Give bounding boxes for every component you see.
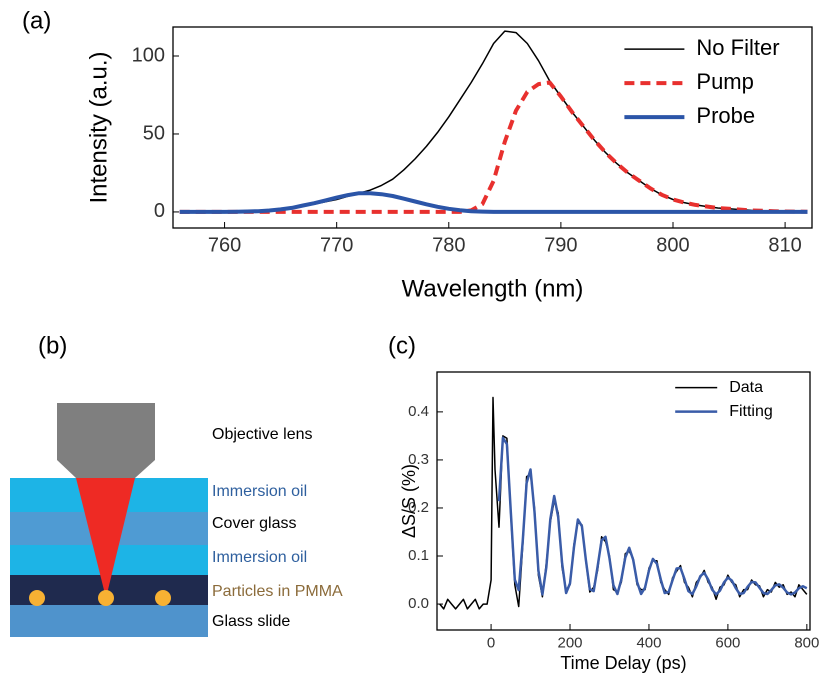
y-axis-title: ΔS/S (%)	[399, 464, 419, 538]
lens-body	[57, 403, 155, 460]
legend-label: Fitting	[729, 403, 773, 420]
legend-label: Probe	[696, 103, 755, 128]
y-axis-title: Intensity (a.u.)	[85, 51, 112, 203]
y-tick-label: 0	[154, 200, 165, 222]
laser-cone	[76, 478, 135, 598]
layer-label: Immersion oil	[212, 549, 307, 566]
x-tick-label: 600	[715, 634, 740, 651]
plot-frame	[172, 26, 813, 229]
y-tick-label: 0.4	[408, 403, 429, 420]
particle	[98, 590, 114, 606]
data-line	[179, 191, 808, 214]
y-tick-label: 100	[132, 44, 165, 66]
legend-label: Pump	[696, 69, 753, 94]
diagram: (b) Objective lens Immersion oil Cover g…	[10, 332, 343, 637]
x-tick-label: 0	[487, 634, 495, 651]
data-line	[179, 80, 808, 214]
glass-slide-layer	[10, 605, 208, 637]
panel-label: (c)	[388, 332, 416, 359]
layer-label: Particles in PMMA	[212, 583, 343, 600]
layer-label: Cover glass	[212, 515, 296, 532]
x-tick-label: 790	[544, 234, 577, 256]
x-tick-label: 760	[208, 234, 241, 256]
data-line	[497, 436, 808, 596]
y-tick-label: 0.2	[408, 499, 429, 516]
panel-label: (b)	[38, 332, 67, 359]
layer-label: Glass slide	[212, 613, 290, 630]
plot-frame	[436, 371, 811, 631]
x-tick-label: 400	[636, 634, 661, 651]
legend-label: Data	[729, 379, 763, 396]
x-tick-label: 810	[768, 234, 801, 256]
lens-tip	[57, 460, 155, 478]
y-tick-label: 50	[143, 122, 165, 144]
x-axis-title: Wavelength (nm)	[402, 275, 584, 302]
layer-label: Immersion oil	[212, 483, 307, 500]
particle	[155, 590, 171, 606]
y-tick-label: 0.3	[408, 451, 429, 468]
x-tick-label: 780	[432, 234, 465, 256]
x-axis-title: Time Delay (ps)	[560, 653, 686, 673]
x-tick-label: 200	[558, 634, 583, 651]
x-tick-label: 770	[320, 234, 353, 256]
layer-label: Objective lens	[212, 426, 313, 443]
y-tick-label: 0.0	[408, 595, 429, 612]
data-line	[439, 396, 808, 610]
x-tick-label: 800	[656, 234, 689, 256]
x-tick-label: 800	[794, 634, 819, 651]
y-tick-label: 0.1	[408, 547, 429, 564]
panel-label: (a)	[22, 7, 51, 34]
legend-label: No Filter	[696, 35, 779, 60]
particle	[29, 590, 45, 606]
